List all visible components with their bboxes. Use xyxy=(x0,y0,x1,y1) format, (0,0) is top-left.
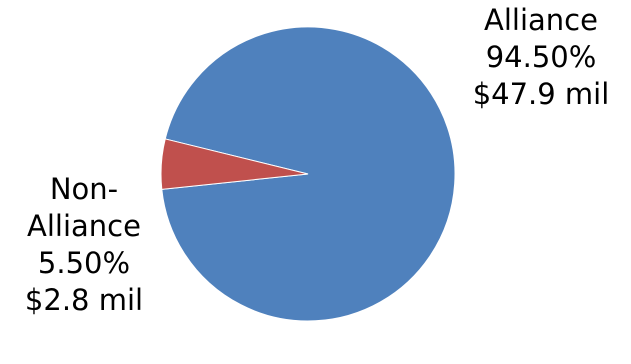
alliance-name: Alliance xyxy=(484,3,598,37)
pie-slice-alliance xyxy=(161,26,456,322)
pie-slice-non-alliance xyxy=(160,138,309,190)
alliance-amount: $47.9 mil xyxy=(472,77,610,111)
non-alliance-data-label: Non- Alliance 5.50% $2.8 mil xyxy=(4,171,164,319)
non-alliance-percent: 5.50% xyxy=(37,246,131,280)
non-alliance-name-line1: Non- xyxy=(49,172,119,206)
non-alliance-name-line2: Alliance xyxy=(27,209,141,243)
alliance-percent: 94.50% xyxy=(485,40,597,74)
non-alliance-amount: $2.8 mil xyxy=(24,283,144,317)
alliance-data-label: Alliance 94.50% $47.9 mil xyxy=(456,2,626,113)
